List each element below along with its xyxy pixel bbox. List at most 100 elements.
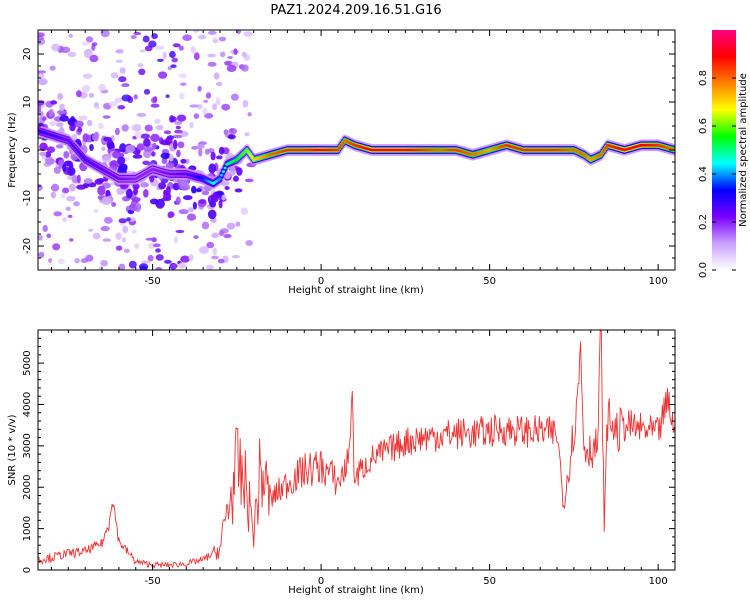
spectrogram-noise-cell: [242, 99, 249, 108]
spectrogram-energy-cell: [97, 178, 105, 183]
spectrogram-noise-cell: [91, 44, 96, 51]
spectrogram-noise-cell: [102, 115, 111, 119]
spectrogram-noise-cell: [137, 62, 144, 68]
spectrogram-energy-cell: [119, 143, 127, 153]
spectrogram-energy-cell: [117, 156, 126, 165]
spectrogram-noise-cell: [143, 88, 151, 95]
spectrogram-noise-cell: [178, 73, 187, 79]
spectrogram-noise-cell: [154, 118, 161, 125]
spectrogram-noise-cell: [169, 50, 176, 59]
spectrogram-energy-cell: [46, 146, 56, 153]
spectrogram-noise-cell: [213, 72, 220, 80]
spectrogram-noise-cell: [170, 64, 177, 68]
spectrogram-noise-cell: [114, 127, 120, 136]
spectrogram-noise-cell: [174, 236, 178, 244]
spectrogram-noise-cell: [121, 84, 129, 88]
spectrogram-energy-cell: [160, 139, 170, 146]
spectrogram-noise-cell: [241, 51, 247, 58]
colorbar: 0.0 0.2 0.4 0.6 0.8 Normalized spectral ampl…: [698, 30, 749, 278]
spectrogram-noise-cell: [102, 238, 112, 242]
spectrogram-energy-cell: [91, 133, 99, 141]
spectrogram-noise-cell: [158, 71, 168, 79]
spectrogram-noise-cell: [176, 114, 187, 122]
spectrogram-energy-cell: [161, 157, 168, 165]
spectrogram-noise-cell: [85, 36, 94, 43]
spectrogram-energy-cell: [42, 116, 47, 121]
spectrogram-noise-cell: [82, 84, 91, 93]
spectrogram-energy-cell: [223, 129, 229, 136]
spectrogram-ridge-core: [248, 153, 252, 157]
spectrogram-energy-cell: [116, 187, 125, 195]
spectrogram-energy-cell: [201, 190, 210, 196]
spectrogram-noise-cell: [201, 221, 210, 230]
spectrogram-noise-cell: [178, 209, 189, 215]
snr-frame: [37, 329, 676, 571]
spectrogram-noise-cell: [104, 216, 113, 224]
spectrogram-ridge-core: [70, 142, 74, 146]
spectrogram-energy-cell: [234, 188, 243, 193]
spectrogram-noise-cell: [118, 218, 128, 224]
spectrogram-noise-cell: [100, 30, 110, 38]
snr-panel: -50 0 50 100 0 1000 2000 3000 4000 5000 Height o…: [7, 329, 676, 596]
spectrogram-noise-cell: [140, 260, 151, 264]
spectrogram-noise-cell: [108, 101, 118, 107]
spectrogram-noise-cell: [174, 121, 183, 125]
spectrogram-noise-cell: [62, 187, 70, 194]
spectrogram-noise-cell: [138, 263, 149, 270]
spectrogram-noise-cell: [133, 94, 138, 100]
spectrogram-energy-cell: [69, 123, 76, 132]
spectrogram-energy-cell: [59, 115, 69, 122]
spectrogram-noise-cell: [224, 60, 233, 66]
spectrogram-energy-cell: [227, 134, 236, 140]
spectrogram-energy-cell: [38, 117, 41, 123]
spectrogram-noise-cell: [211, 232, 219, 239]
spectrogram-energy-cell: [209, 200, 217, 208]
spectrogram-noise-cell: [100, 260, 108, 267]
spectrogram-ridge-core: [66, 139, 70, 142]
spectrogram-ridge-core: [250, 155, 254, 159]
spectrogram-noise-cell: [207, 61, 217, 67]
spectrogram-noise-cell: [155, 45, 165, 50]
spectrogram-energy-cell: [191, 185, 197, 194]
spectrogram-energy-cell: [131, 196, 141, 203]
spectrogram-noise-cell: [174, 129, 183, 134]
spectrogram-noise-cell: [38, 73, 45, 79]
spectrogram-noise-cell: [144, 124, 153, 132]
spectrogram-noise-cell: [140, 133, 151, 139]
spectrogram-energy-cell: [50, 100, 58, 105]
spectrogram-noise-cell: [151, 97, 157, 104]
spectrogram-energy-cell: [173, 139, 178, 150]
spectrogram-noise-cell: [178, 262, 186, 269]
spectrogram-noise-cell: [212, 247, 217, 256]
spectrogram-noise-cell: [128, 260, 137, 269]
x-tick-label: 0: [318, 576, 324, 587]
colorbar-tick-label: 0.6: [698, 118, 709, 134]
spectrogram-noise-cell: [175, 229, 185, 234]
spectrogram-energy-cell: [143, 146, 153, 152]
snr-x-ticks: -50 0 50 100: [50, 330, 676, 587]
spectrogram-noise-cell: [155, 254, 164, 261]
spectrogram-energy-cell: [152, 142, 157, 150]
spectrogram-x-ticks: -50 0 50 100: [50, 30, 676, 287]
spectrogram-ridge-core: [80, 154, 84, 158]
spectrogram-noise-cell: [115, 232, 122, 240]
spectrogram-noise-cell: [50, 191, 56, 199]
spectrogram-noise-cell: [204, 113, 214, 119]
spectrogram-energy-cell: [56, 110, 67, 115]
spectrogram-noise-cell: [147, 254, 154, 262]
spectrogram-noise-cell: [48, 258, 53, 263]
spectrogram-energy-cell: [179, 180, 189, 187]
y-tick-label: 4000: [22, 392, 33, 417]
spectrogram-noise-cell: [118, 263, 126, 270]
spectrogram-noise-cell: [38, 184, 43, 192]
spectrogram-noise-cell: [233, 48, 238, 55]
spectrogram-noise-cell: [66, 195, 76, 202]
spectrogram-noise-cell: [134, 243, 140, 249]
spectrogram-noise-cell: [140, 182, 150, 188]
spectrogram-noise-cell: [88, 92, 95, 98]
spectrogram-noise-cell: [46, 233, 52, 239]
spectrogram-noise-cell: [197, 103, 203, 110]
spectrogram-noise-cell: [165, 94, 170, 98]
spectrogram-noise-cell: [153, 243, 161, 248]
spectrogram-noise-cell: [244, 132, 250, 137]
